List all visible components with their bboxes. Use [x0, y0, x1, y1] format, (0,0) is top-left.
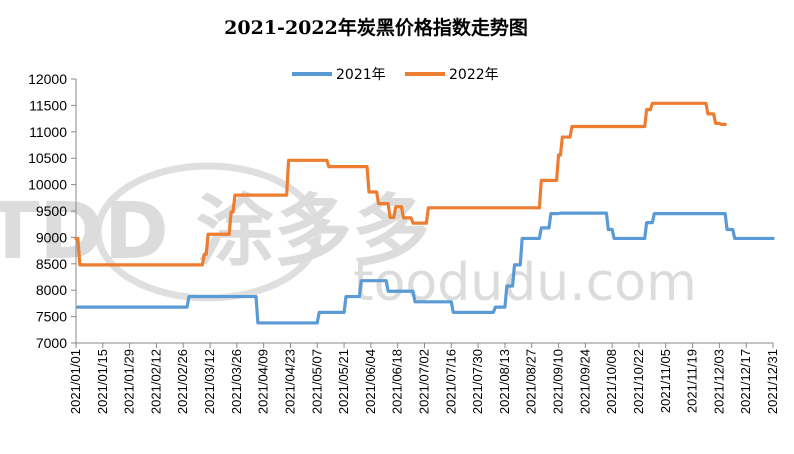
watermark: TDD 涂多多 toodudu.com	[0, 162, 697, 313]
watermark-logo-text: TDD 涂多多	[0, 187, 430, 277]
x-tick-label: 2021/12/03	[711, 349, 726, 414]
x-tick-label: 2021/12/17	[738, 349, 753, 414]
x-tick-label: 2021/11/05	[658, 349, 673, 413]
y-tick-label: 7500	[36, 309, 67, 325]
y-tick-label: 11000	[29, 124, 67, 140]
x-tick-label: 2021/06/04	[363, 349, 378, 414]
x-tick-label: 2021/10/08	[604, 349, 619, 414]
x-tick-label: 2021/03/26	[229, 349, 244, 414]
x-tick-label: 2021/03/12	[202, 349, 217, 414]
x-tick-label: 2021/01/15	[95, 349, 110, 414]
x-tick-label: 2021/07/30	[470, 349, 485, 414]
watermark-url: toodudu.com	[353, 253, 697, 313]
x-tick-label: 2021/04/23	[282, 349, 297, 414]
series-line-2021	[76, 211, 775, 325]
x-tick-label: 2021/08/13	[497, 349, 512, 414]
x-tick-label: 2021/10/22	[631, 349, 646, 414]
x-tick-label: 2021/02/12	[148, 349, 163, 414]
x-tick-label: 2021/01/29	[122, 349, 137, 414]
x-tick-label: 2021/01/01	[68, 349, 83, 414]
legend-label-2021: 2021年	[336, 67, 386, 83]
x-tick-label: 2021/09/24	[577, 349, 592, 414]
x-tick-label: 2021/02/26	[175, 349, 190, 414]
y-tick-label: 9500	[36, 203, 67, 219]
y-tick-label: 10500	[28, 150, 67, 166]
axes: 7000 7500 8000 8500 9000 9500 10000 10500 11000 1…	[28, 71, 780, 414]
y-tick-label: 9000	[36, 229, 67, 245]
y-tick-label: 10000	[28, 177, 67, 193]
y-tick-label: 8500	[36, 256, 67, 272]
x-tick-label: 2021/05/21	[336, 349, 351, 414]
series-line-2022	[74, 101, 727, 267]
x-tick-label: 2021/07/16	[443, 349, 458, 414]
x-tick-label: 2021/12/31	[765, 349, 780, 414]
x-tick-label: 2021/11/19	[685, 349, 700, 413]
y-tick-label: 12000	[28, 71, 67, 87]
legend-label-2022: 2022年	[449, 67, 499, 83]
x-tick-label: 2021/08/27	[524, 349, 539, 414]
y-tick-label: 8000	[36, 282, 67, 298]
y-tick-label: 7000	[36, 335, 67, 351]
x-tick-label: 2021/07/02	[417, 349, 432, 414]
chart-title: 2021-2022年炭黑价格指数走势图	[224, 16, 528, 39]
plot-area	[74, 101, 775, 325]
legend: 2021年 2022年	[292, 67, 499, 83]
y-tick-label: 11500	[29, 97, 67, 113]
x-tick-label: 2021/05/07	[309, 349, 324, 414]
x-tick-label: 2021/06/18	[390, 349, 405, 414]
x-tick-label: 2021/09/10	[551, 349, 566, 414]
x-tick-label: 2021/04/09	[256, 349, 271, 414]
